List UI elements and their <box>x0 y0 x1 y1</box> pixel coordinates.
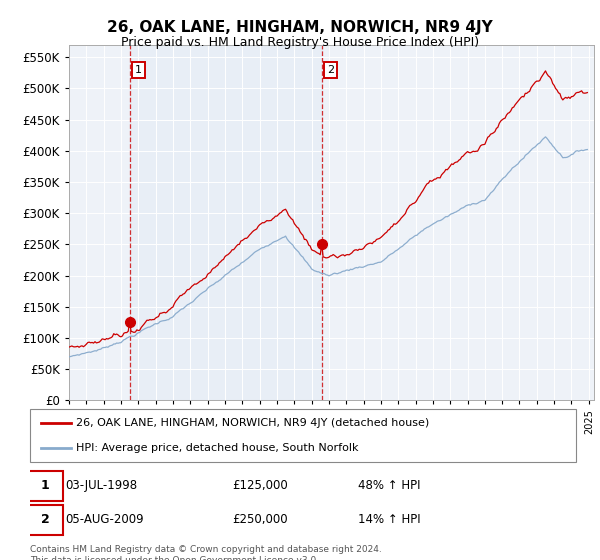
Text: 03-JUL-1998: 03-JUL-1998 <box>65 479 137 492</box>
FancyBboxPatch shape <box>27 470 63 501</box>
Text: 26, OAK LANE, HINGHAM, NORWICH, NR9 4JY (detached house): 26, OAK LANE, HINGHAM, NORWICH, NR9 4JY … <box>76 418 430 428</box>
FancyBboxPatch shape <box>30 409 576 462</box>
Text: 1: 1 <box>135 65 142 74</box>
Text: 48% ↑ HPI: 48% ↑ HPI <box>358 479 420 492</box>
Text: £250,000: £250,000 <box>232 514 287 526</box>
FancyBboxPatch shape <box>27 505 63 535</box>
Text: 26, OAK LANE, HINGHAM, NORWICH, NR9 4JY: 26, OAK LANE, HINGHAM, NORWICH, NR9 4JY <box>107 20 493 35</box>
Text: £125,000: £125,000 <box>232 479 288 492</box>
Text: 2: 2 <box>327 65 334 74</box>
Text: Contains HM Land Registry data © Crown copyright and database right 2024.
This d: Contains HM Land Registry data © Crown c… <box>30 545 382 560</box>
Text: HPI: Average price, detached house, South Norfolk: HPI: Average price, detached house, Sout… <box>76 442 359 452</box>
Text: 14% ↑ HPI: 14% ↑ HPI <box>358 514 420 526</box>
Text: 05-AUG-2009: 05-AUG-2009 <box>65 514 144 526</box>
Bar <box>130 45 322 400</box>
Text: 1: 1 <box>41 479 50 492</box>
Text: Price paid vs. HM Land Registry's House Price Index (HPI): Price paid vs. HM Land Registry's House … <box>121 36 479 49</box>
Text: 2: 2 <box>41 514 50 526</box>
